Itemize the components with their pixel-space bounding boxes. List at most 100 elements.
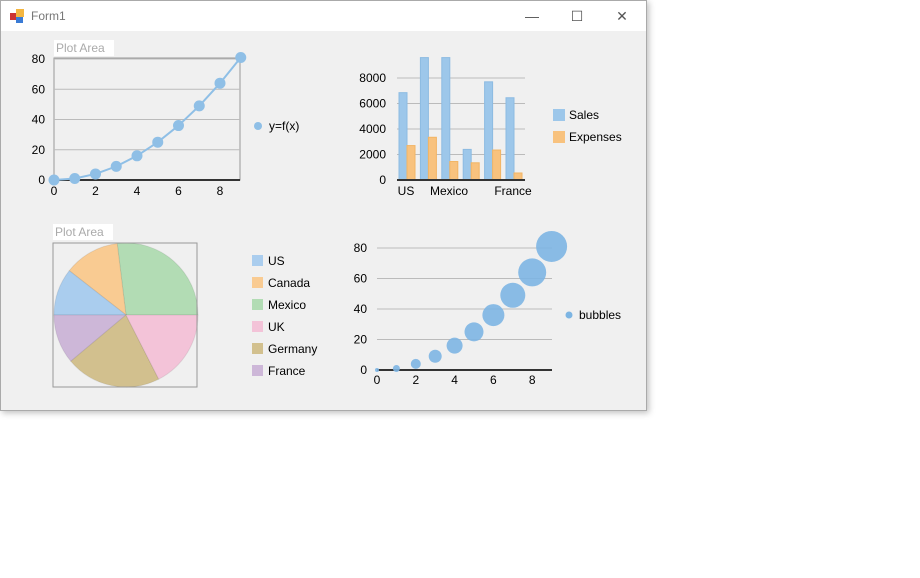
x-tick-label: 6: [175, 184, 182, 198]
legend-swatch: [252, 277, 263, 288]
legend-label: Mexico: [268, 298, 306, 312]
legend-label: UK: [268, 320, 285, 334]
pie-slice-france: [53, 314, 128, 362]
plot-area-label-bg: [54, 40, 114, 56]
bar-sales: [441, 57, 451, 181]
y-tick-label: 0: [38, 173, 45, 187]
window-title: Form1: [31, 9, 66, 23]
y-tick-label: 20: [354, 333, 368, 347]
y-tick-label: 20: [32, 143, 46, 157]
data-point: [110, 160, 122, 172]
bubble: [536, 230, 568, 262]
data-point: [131, 150, 143, 162]
bar-expenses: [513, 172, 523, 181]
legend-marker: [254, 122, 262, 130]
bubble: [428, 349, 442, 363]
bar-expenses: [427, 136, 437, 181]
close-button[interactable]: ✕: [599, 1, 645, 31]
legend-label: France: [268, 364, 306, 378]
maximize-button[interactable]: ☐: [554, 1, 600, 31]
x-tick-label: France: [494, 184, 532, 198]
maximize-icon: ☐: [570, 7, 584, 24]
legend-swatch: [252, 255, 263, 266]
data-point: [90, 168, 101, 180]
y-tick-label: 0: [360, 363, 367, 377]
legend-label: y=f(x): [269, 119, 299, 133]
app-icon: [10, 9, 24, 23]
bar-sales: [462, 148, 472, 181]
plot-area-label-bg: [53, 224, 113, 240]
bubble: [464, 322, 484, 342]
legend-label: Expenses: [569, 130, 622, 144]
legend-swatch: [252, 365, 263, 376]
x-tick-label: 8: [529, 373, 536, 387]
pie-slice-germany: [70, 314, 160, 388]
pie-slice-us: [53, 269, 128, 316]
y-tick-label: 60: [32, 82, 46, 96]
bubble: [410, 358, 421, 369]
x-tick-label: 4: [134, 184, 141, 198]
series-line: [53, 56, 242, 181]
y-tick-label: 60: [354, 272, 368, 286]
data-point: [235, 51, 247, 63]
y-tick-label: 80: [354, 241, 368, 255]
data-point: [173, 120, 184, 132]
bubble: [518, 258, 547, 287]
legend-swatch: [252, 321, 263, 332]
x-tick-label: 0: [51, 184, 58, 198]
minimize-icon: —: [525, 8, 539, 24]
y-tick-label: 8000: [359, 71, 386, 85]
x-tick-label: 0: [374, 373, 381, 387]
legend-swatch: [252, 299, 263, 310]
bar-sales: [505, 97, 515, 181]
y-tick-label: 4000: [359, 122, 386, 136]
bar-sales: [419, 57, 429, 181]
bubble: [482, 304, 505, 327]
x-tick-label: 4: [451, 373, 458, 387]
data-point: [48, 174, 60, 186]
legend-label: US: [268, 254, 285, 268]
pie-slice-mexico: [116, 242, 199, 316]
bubble: [446, 337, 463, 354]
plot-area-border: [52, 242, 198, 388]
bar-expenses: [492, 149, 502, 181]
legend-label: bubbles: [579, 308, 621, 322]
x-tick-label: 8: [217, 184, 224, 198]
legend-label: Sales: [569, 108, 599, 122]
bar-expenses: [406, 145, 416, 181]
close-icon: ✕: [616, 7, 628, 24]
bubble: [500, 282, 526, 308]
minimize-button[interactable]: —: [509, 1, 555, 31]
bar-sales: [484, 81, 494, 181]
legend-swatch: [252, 343, 263, 354]
pie-slice-uk: [125, 314, 199, 380]
bar-expenses: [470, 162, 480, 181]
bubble: [392, 364, 400, 372]
y-tick-label: 2000: [359, 148, 386, 162]
plot-area-label: Plot Area: [55, 225, 104, 239]
x-tick-label: 2: [92, 184, 99, 198]
legend-label: Germany: [268, 342, 317, 356]
y-tick-label: 80: [32, 52, 46, 66]
plot-area-label: Plot Area: [56, 41, 105, 55]
bar-sales: [398, 92, 408, 181]
y-tick-label: 6000: [359, 97, 386, 111]
x-tick-label: 2: [412, 373, 419, 387]
x-tick-label: 6: [490, 373, 497, 387]
legend-swatch: [553, 109, 565, 121]
legend-label: Canada: [268, 276, 310, 290]
y-tick-label: 0: [379, 173, 386, 187]
y-tick-label: 40: [354, 302, 368, 316]
x-tick-label: Mexico: [430, 184, 468, 198]
x-tick-label: US: [398, 184, 415, 198]
data-point: [69, 172, 81, 184]
y-tick-label: 40: [32, 113, 46, 127]
data-point: [152, 136, 164, 148]
legend-swatch: [553, 131, 565, 143]
bar-expenses: [449, 161, 459, 181]
pie-slice-canada: [68, 242, 127, 317]
legend-marker: [565, 311, 573, 319]
data-point: [214, 77, 226, 89]
title-bar[interactable]: Form1 — ☐ ✕: [1, 1, 646, 31]
